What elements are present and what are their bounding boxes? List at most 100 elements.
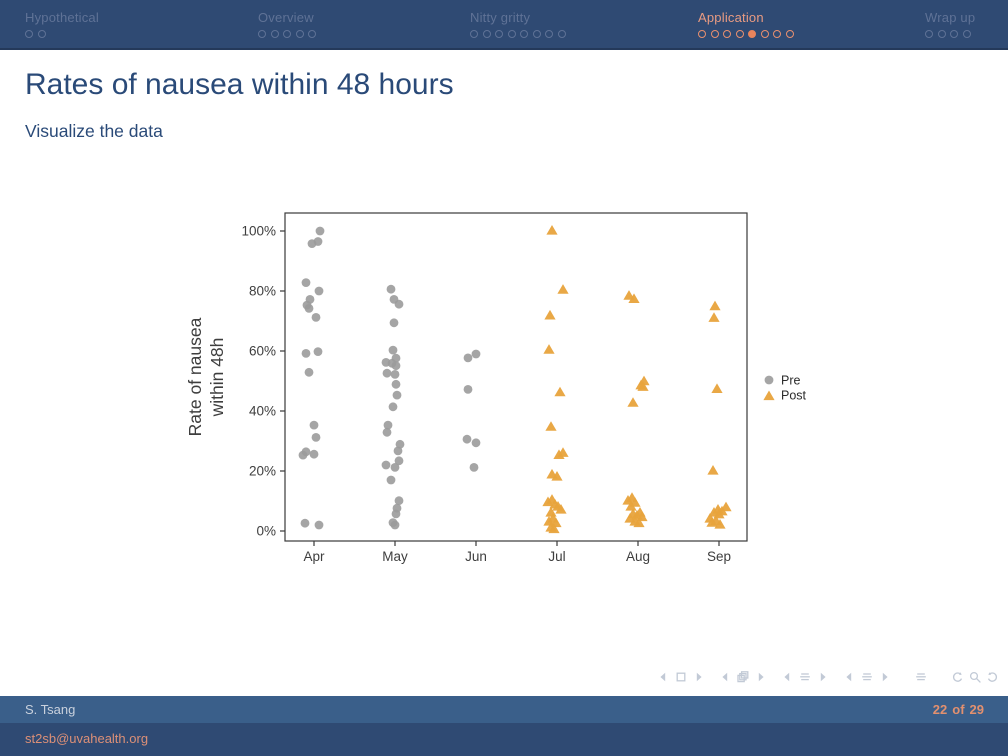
nav-dot[interactable] <box>495 30 503 38</box>
nav-dot[interactable] <box>937 30 946 38</box>
nav-dot[interactable] <box>308 30 316 38</box>
arrow-left-icon[interactable] <box>718 670 732 684</box>
y-tick-label: 60% <box>249 344 276 359</box>
data-point-post <box>542 496 554 507</box>
data-point-post <box>545 421 557 431</box>
data-point-post <box>623 290 635 300</box>
nav-dot-current[interactable] <box>748 30 756 38</box>
x-tick-label: May <box>382 549 408 564</box>
data-point-post <box>633 517 645 528</box>
nav-dot[interactable] <box>773 30 781 38</box>
nav-section-label[interactable]: Application <box>698 10 764 25</box>
nav-dot[interactable] <box>25 30 33 38</box>
page-current: 22 <box>932 702 948 717</box>
nav-section-overview: Overview <box>258 10 316 38</box>
arrow-left-icon[interactable] <box>656 670 670 684</box>
nav-dot[interactable] <box>557 30 566 38</box>
square-icon[interactable] <box>674 670 688 684</box>
nav-dot[interactable] <box>507 30 516 38</box>
undo-icon[interactable] <box>950 670 964 684</box>
data-point-pre <box>313 237 323 246</box>
arrow-right-icon[interactable] <box>754 670 768 684</box>
nav-dot[interactable] <box>785 30 794 38</box>
data-point-post <box>549 498 561 509</box>
nav-dot[interactable] <box>37 30 46 38</box>
data-point-pre <box>381 358 391 367</box>
history-nav <box>950 670 1000 684</box>
data-point-post <box>712 504 724 514</box>
nav-section-label[interactable]: Nitty gritty <box>470 10 531 25</box>
footer-email-bar: st2sb@uvahealth.org <box>0 723 1008 756</box>
data-point-pre <box>389 318 399 328</box>
nav-section-label[interactable]: Wrap up <box>925 10 976 25</box>
footer-email-link[interactable]: st2sb@uvahealth.org <box>25 731 149 746</box>
data-point-pre <box>313 347 323 356</box>
data-point-pre <box>395 439 405 449</box>
frames-icon[interactable] <box>736 670 750 684</box>
nav-dot[interactable] <box>950 30 958 38</box>
data-point-post <box>626 492 638 502</box>
nav-dot[interactable] <box>258 30 266 38</box>
nav-section-hypothetical: Hypothetical <box>25 10 99 38</box>
nav-dot[interactable] <box>698 30 706 38</box>
arrow-right-icon[interactable] <box>878 670 892 684</box>
y-axis-title: within 48h <box>207 338 227 418</box>
nav-dot[interactable] <box>925 30 933 38</box>
nav-section-label[interactable]: Overview <box>258 10 314 25</box>
nav-slide-dots <box>698 30 794 38</box>
beamer-nav-symbols <box>644 668 1000 686</box>
page-separator: of <box>952 702 965 717</box>
redo-icon[interactable] <box>986 670 1000 684</box>
nav-dot[interactable] <box>482 30 491 38</box>
data-point-post <box>711 383 723 393</box>
data-point-pre <box>389 295 399 304</box>
x-tick-label: Jun <box>465 549 487 564</box>
nav-dot[interactable] <box>545 30 553 38</box>
data-point-post <box>546 225 558 235</box>
lines-icon[interactable] <box>860 670 874 684</box>
nav-dot[interactable] <box>295 30 304 38</box>
data-point-pre <box>394 299 404 309</box>
data-point-post <box>708 507 720 517</box>
data-point-pre <box>386 284 396 294</box>
magnifier-icon[interactable] <box>968 670 982 684</box>
subsection-nav <box>780 670 830 684</box>
data-point-post <box>550 517 562 528</box>
nav-dot[interactable] <box>723 30 731 38</box>
data-point-post <box>634 507 646 517</box>
data-point-pre <box>390 520 400 530</box>
arrow-left-icon[interactable] <box>780 670 794 684</box>
nav-dot[interactable] <box>520 30 528 38</box>
data-point-pre <box>391 361 401 371</box>
data-point-pre <box>388 518 398 527</box>
data-point-pre <box>314 520 324 530</box>
y-tick-label: 20% <box>249 464 276 479</box>
x-tick-label: Sep <box>707 549 731 564</box>
arrow-right-icon[interactable] <box>692 670 706 684</box>
nav-dot[interactable] <box>283 30 291 38</box>
top-nav-bar: Hypothetical Overview Nitty gritty Applicat… <box>0 0 1008 50</box>
nav-dot[interactable] <box>962 30 971 38</box>
slide-title: Rates of nausea within 48 hours <box>25 68 454 101</box>
nav-dot[interactable] <box>270 30 279 38</box>
data-point-post <box>629 516 641 526</box>
nav-dot[interactable] <box>470 30 478 38</box>
legend-label: Pre <box>781 374 801 388</box>
nav-dot[interactable] <box>735 30 744 38</box>
nav-dot[interactable] <box>760 30 769 38</box>
lines-icon[interactable] <box>914 670 928 684</box>
data-point-pre <box>314 286 324 296</box>
data-point-pre <box>394 496 404 506</box>
arrow-right-icon[interactable] <box>816 670 830 684</box>
nav-section-nitty-gritty: Nitty gritty <box>470 10 566 38</box>
arrow-left-icon[interactable] <box>842 670 856 684</box>
data-point-post <box>706 517 718 527</box>
data-point-post <box>710 515 722 525</box>
nav-section-label[interactable]: Hypothetical <box>25 10 99 25</box>
data-point-pre <box>381 460 391 470</box>
nav-dot[interactable] <box>710 30 719 38</box>
slide-nav <box>656 670 706 684</box>
lines-icon[interactable] <box>798 670 812 684</box>
nav-dot[interactable] <box>532 30 541 38</box>
data-point-pre <box>392 390 402 400</box>
